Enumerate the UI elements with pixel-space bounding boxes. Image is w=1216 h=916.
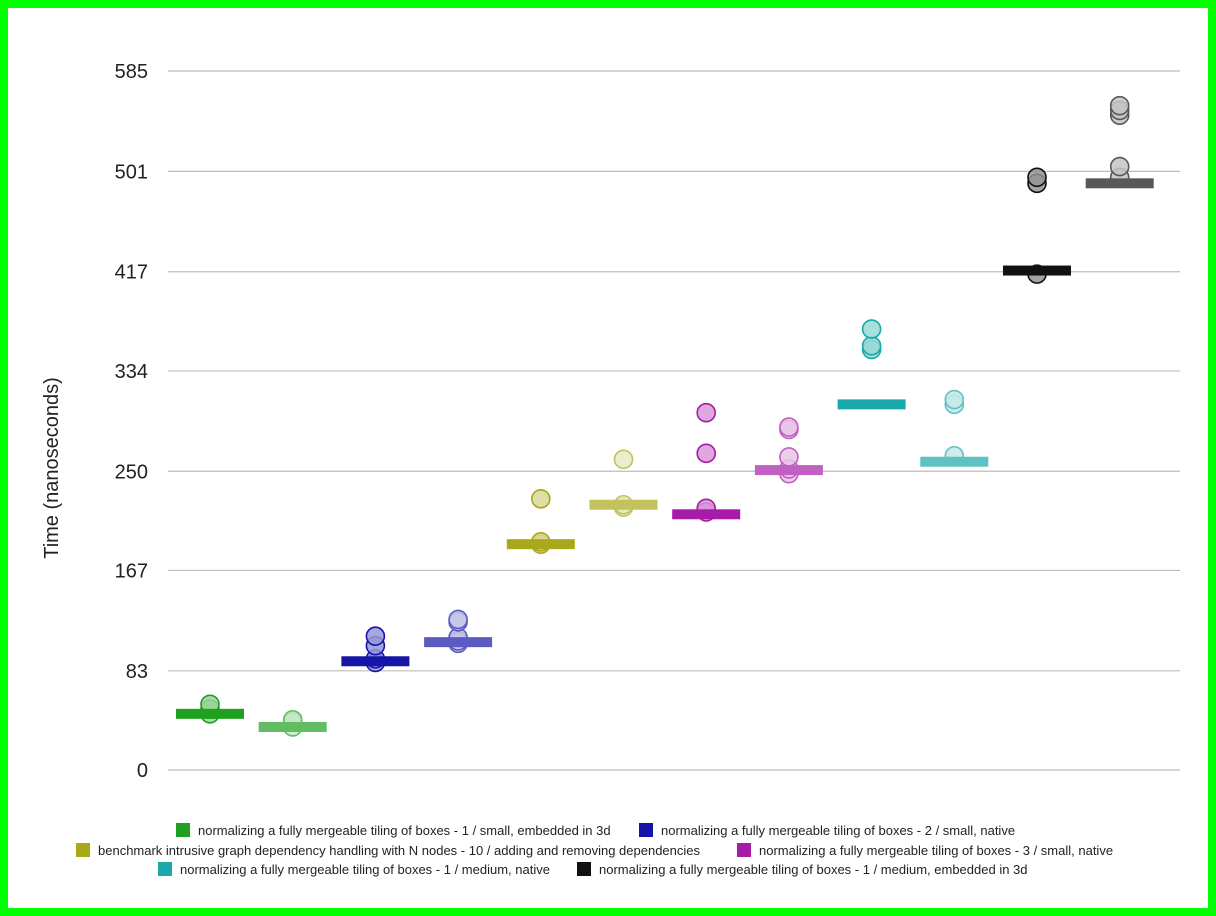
data-group [672, 402, 741, 522]
y-tick-label: 501 [115, 161, 148, 183]
legend-label: normalizing a fully mergeable tiling of … [759, 843, 1113, 858]
legend-swatch [176, 823, 190, 837]
legend-swatch [737, 843, 751, 857]
data-group [506, 488, 575, 554]
y-tick-labels: 0 83 167 250 334 417 501 585 [115, 61, 148, 782]
data-point [696, 443, 717, 464]
y-tick-label: 83 [126, 661, 148, 683]
median-bar [506, 539, 575, 550]
median-bar [754, 465, 823, 476]
data-point [944, 389, 965, 410]
grid-lines [168, 70, 1180, 771]
median-bar [672, 509, 741, 520]
y-tick-label: 417 [115, 262, 148, 284]
data-point [613, 449, 634, 470]
legend-swatch [76, 843, 90, 857]
median-bar [341, 656, 410, 667]
data-group [754, 417, 823, 484]
y-axis-label: Time (nanoseconds) [41, 377, 63, 559]
legend-label: benchmark intrusive graph dependency han… [98, 843, 701, 858]
median-bar [1085, 178, 1154, 189]
legend-item: normalizing a fully mergeable tiling of … [639, 823, 1015, 838]
legend-item: benchmark intrusive graph dependency han… [76, 843, 701, 858]
data-point [779, 447, 799, 467]
legend-item: normalizing a fully mergeable tiling of … [158, 862, 550, 877]
data-point [448, 609, 468, 630]
y-tick-label: 585 [115, 61, 148, 83]
data-group [837, 319, 906, 410]
median-bar [424, 637, 493, 648]
data-group [1085, 95, 1154, 189]
data-group [1003, 167, 1071, 284]
data-group [920, 389, 989, 467]
data-point [779, 417, 799, 437]
data-point [696, 402, 717, 423]
legend-item: normalizing a fully mergeable tiling of … [577, 862, 1028, 877]
legend-swatch [639, 823, 653, 837]
y-tick-label: 334 [115, 361, 148, 383]
median-bar [258, 721, 327, 732]
data-group [589, 449, 658, 517]
legend-label: normalizing a fully mergeable tiling of … [180, 862, 550, 877]
y-tick-label: 250 [115, 461, 148, 483]
data-group [258, 710, 327, 737]
chart-frame: 0 83 167 250 334 417 501 585 Time (nanoseconds)… [8, 8, 1208, 908]
legend-label: normalizing a fully mergeable tiling of … [661, 823, 1015, 838]
data-marks [176, 95, 1154, 737]
legend-label: normalizing a fully mergeable tiling of … [198, 823, 611, 838]
data-point [365, 626, 386, 646]
median-bar [920, 456, 989, 467]
data-point [1109, 95, 1130, 116]
median-bar [837, 399, 906, 410]
data-point [861, 336, 882, 356]
data-point [861, 319, 882, 339]
legend-item: normalizing a fully mergeable tiling of … [176, 823, 611, 838]
data-point [1027, 167, 1047, 188]
scatter-chart: 0 83 167 250 334 417 501 585 Time (nanoseconds)… [41, 61, 1180, 877]
legend-label: normalizing a fully mergeable tiling of … [599, 862, 1028, 877]
data-point [530, 488, 551, 509]
median-bar [589, 499, 658, 510]
legend-swatch [577, 862, 591, 876]
median-bar [1003, 265, 1071, 276]
data-group [341, 626, 410, 673]
data-group [424, 609, 493, 654]
data-group [176, 694, 244, 724]
median-bar [176, 708, 244, 719]
legend-item: normalizing a fully mergeable tiling of … [737, 843, 1113, 858]
y-tick-label: 0 [137, 760, 148, 782]
legend-swatch [158, 862, 172, 876]
data-point [1109, 156, 1130, 177]
legend: normalizing a fully mergeable tiling of … [76, 823, 1113, 877]
y-tick-label: 167 [115, 560, 148, 582]
